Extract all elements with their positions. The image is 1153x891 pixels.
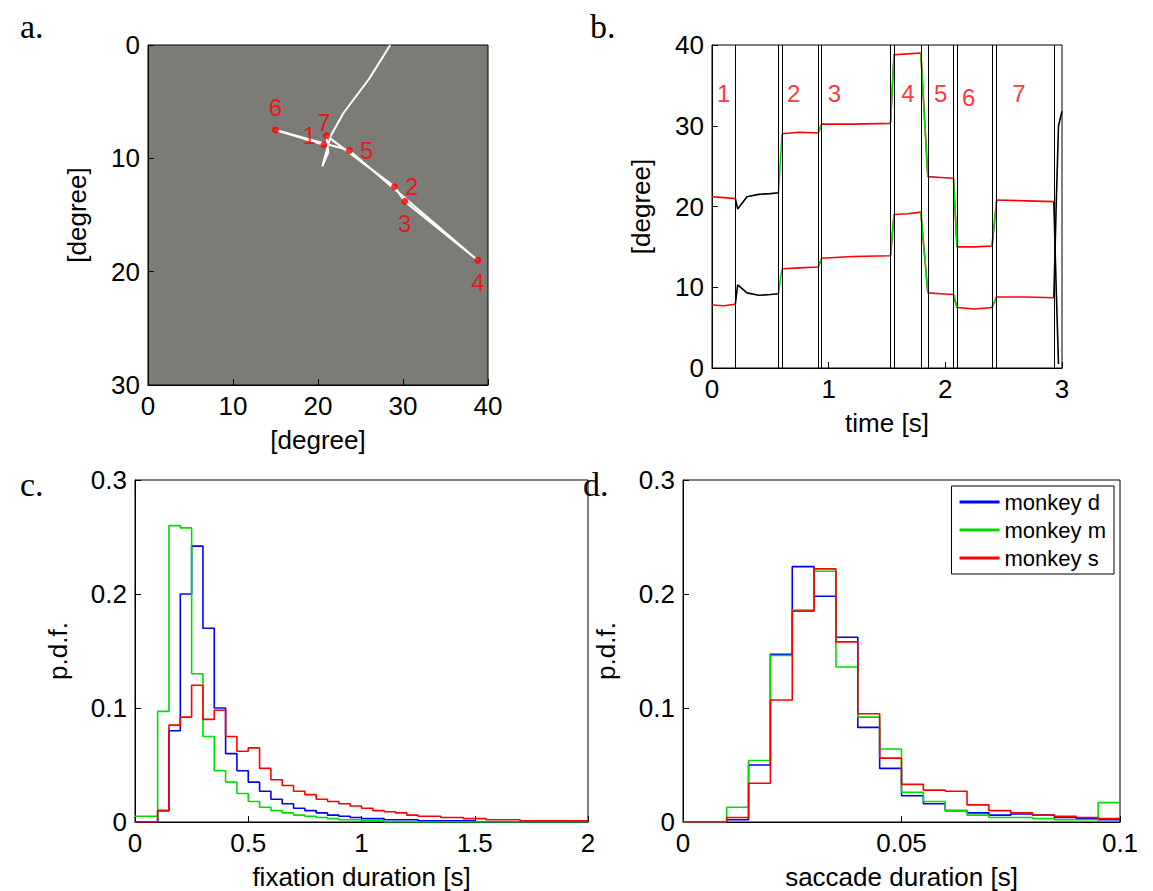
svg-text:6: 6 xyxy=(269,94,282,121)
svg-text:0: 0 xyxy=(661,807,675,837)
svg-text:2: 2 xyxy=(581,828,595,858)
svg-text:saccade duration [s]: saccade duration [s] xyxy=(785,862,1018,891)
svg-text:0.1: 0.1 xyxy=(639,693,675,723)
svg-text:3: 3 xyxy=(1055,374,1069,404)
svg-text:5: 5 xyxy=(360,137,373,164)
svg-text:monkey s: monkey s xyxy=(1005,546,1099,571)
svg-text:10: 10 xyxy=(111,143,140,173)
svg-text:monkey d: monkey d xyxy=(1005,490,1100,515)
svg-text:0.5: 0.5 xyxy=(230,828,266,858)
svg-text:0.05: 0.05 xyxy=(876,828,927,858)
svg-text:2: 2 xyxy=(938,374,952,404)
svg-text:30: 30 xyxy=(111,370,140,400)
svg-text:20: 20 xyxy=(675,192,704,222)
svg-text:3: 3 xyxy=(828,80,841,107)
svg-text:0: 0 xyxy=(128,828,142,858)
svg-text:6: 6 xyxy=(962,84,975,111)
svg-text:40: 40 xyxy=(474,391,503,421)
svg-text:4: 4 xyxy=(901,80,914,107)
svg-text:5: 5 xyxy=(934,80,947,107)
svg-text:0: 0 xyxy=(690,353,704,383)
svg-text:0: 0 xyxy=(141,391,155,421)
svg-text:1.5: 1.5 xyxy=(457,828,493,858)
svg-text:0.2: 0.2 xyxy=(91,579,127,609)
svg-text:a.: a. xyxy=(20,8,44,45)
svg-text:0.2: 0.2 xyxy=(639,579,675,609)
svg-text:1: 1 xyxy=(303,122,316,149)
svg-text:time [s]: time [s] xyxy=(845,408,929,438)
svg-text:0: 0 xyxy=(113,807,127,837)
svg-text:10: 10 xyxy=(219,391,248,421)
svg-text:20: 20 xyxy=(304,391,333,421)
svg-text:3: 3 xyxy=(398,210,411,237)
svg-text:d.: d. xyxy=(583,466,609,503)
svg-text:40: 40 xyxy=(675,30,704,60)
svg-text:2: 2 xyxy=(405,173,418,200)
svg-text:0: 0 xyxy=(126,30,140,60)
svg-text:7: 7 xyxy=(1012,80,1025,107)
svg-text:monkey m: monkey m xyxy=(1005,518,1106,543)
svg-text:0: 0 xyxy=(676,828,690,858)
svg-text:c.: c. xyxy=(20,466,44,503)
svg-text:p.d.f.: p.d.f. xyxy=(591,622,621,680)
svg-text:20: 20 xyxy=(111,257,140,287)
svg-text:b.: b. xyxy=(590,8,616,45)
svg-text:30: 30 xyxy=(389,391,418,421)
svg-text:[degree]: [degree] xyxy=(626,159,656,254)
svg-text:1: 1 xyxy=(717,80,730,107)
svg-text:10: 10 xyxy=(675,272,704,302)
svg-text:0: 0 xyxy=(705,374,719,404)
svg-text:fixation duration [s]: fixation duration [s] xyxy=(252,862,470,891)
svg-text:4: 4 xyxy=(471,269,484,296)
svg-text:0.3: 0.3 xyxy=(91,465,127,495)
svg-text:1: 1 xyxy=(354,828,368,858)
svg-text:1: 1 xyxy=(821,374,835,404)
svg-text:2: 2 xyxy=(787,80,800,107)
svg-text:p.d.f.: p.d.f. xyxy=(43,622,73,680)
svg-text:7: 7 xyxy=(317,109,330,136)
svg-text:0.3: 0.3 xyxy=(639,465,675,495)
svg-text:0.1: 0.1 xyxy=(1102,828,1138,858)
svg-text:[degree]: [degree] xyxy=(270,425,365,455)
svg-text:[degree]: [degree] xyxy=(62,167,92,262)
svg-text:30: 30 xyxy=(675,111,704,141)
svg-text:0.1: 0.1 xyxy=(91,693,127,723)
